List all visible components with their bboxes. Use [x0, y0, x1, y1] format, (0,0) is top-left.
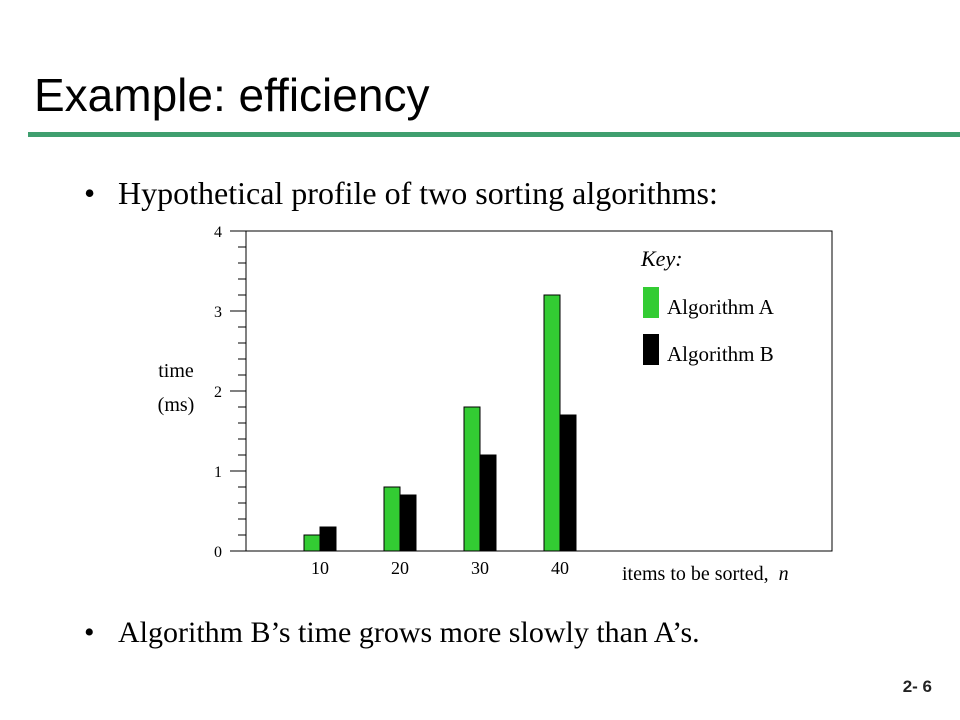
bar-algorithm-a	[543, 294, 561, 552]
x-tick-label: 40	[551, 558, 569, 578]
legend-title: Key:	[640, 246, 683, 271]
bullet-text: Hypothetical profile of two sorting algo…	[118, 175, 718, 211]
legend-swatch-b	[643, 334, 659, 365]
bar-algorithm-b	[479, 454, 497, 552]
bullet-icon: •	[84, 175, 96, 211]
bullet-point-profile: • Hypothetical profile of two sorting alg…	[84, 177, 718, 209]
bar-algorithm-b	[399, 494, 417, 552]
y-axis-label-line2: (ms)	[158, 394, 195, 416]
bullet-point-conclusion: • Algorithm B’s time grows more slowly th…	[84, 618, 700, 648]
x-tick-labels: 10 20 30 40	[311, 558, 569, 578]
legend-label-a: Algorithm A	[667, 295, 775, 319]
bar-algorithm-b	[319, 526, 337, 552]
x-axis-label: items to be sorted, n	[622, 563, 789, 585]
plot-frame	[245, 230, 833, 552]
y-axis-label-line1: time	[158, 360, 194, 382]
bars	[303, 294, 577, 552]
legend: Key: Algorithm A Algorithm B	[640, 246, 775, 366]
x-axis-label-text: items to be sorted,	[622, 563, 769, 585]
x-tick-label: 30	[471, 558, 489, 578]
x-tick-label: 10	[311, 558, 329, 578]
bar-algorithm-a	[303, 534, 321, 552]
bar-algorithm-a	[383, 486, 401, 552]
title-underline	[28, 132, 960, 137]
bullet-icon: •	[84, 616, 95, 649]
x-tick-label: 20	[391, 558, 409, 578]
slide-title: Example: efficiency	[34, 69, 430, 121]
y-tick-label: 3	[214, 304, 222, 321]
y-axis: 0 1 2 3 4	[214, 224, 246, 561]
legend-label-b: Algorithm B	[667, 342, 774, 366]
bullet-text: Algorithm B’s time grows more slowly tha…	[118, 616, 700, 649]
page-number: 2- 6	[902, 677, 932, 696]
y-tick-label: 4	[214, 224, 222, 241]
bar-algorithm-a	[463, 406, 481, 552]
y-tick-label: 1	[214, 464, 222, 481]
y-tick-label: 0	[214, 544, 222, 561]
bar-algorithm-b	[559, 414, 577, 552]
legend-swatch-a	[643, 287, 659, 318]
x-axis-label-variable: n	[779, 563, 789, 585]
y-tick-label: 2	[214, 384, 222, 401]
